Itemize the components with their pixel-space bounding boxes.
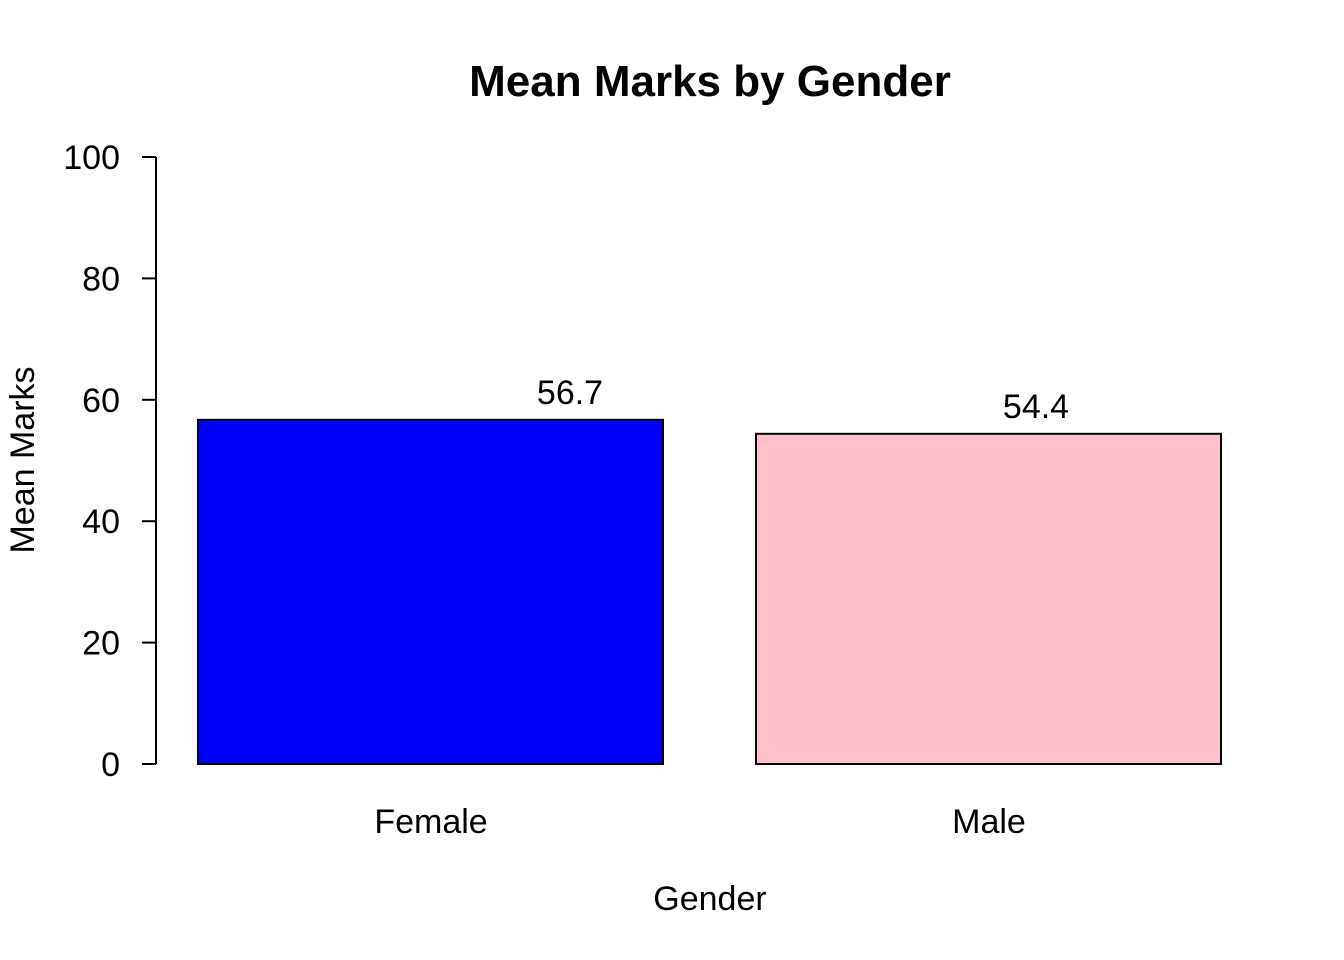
- y-axis-label: Mean Marks: [4, 366, 42, 553]
- y-tick-label: 60: [82, 382, 120, 420]
- data-label: 54.4: [1003, 388, 1069, 426]
- bars-group: 56.7 54.4: [197, 374, 1222, 765]
- x-tick-label: Female: [374, 803, 487, 841]
- y-tick-label: 80: [82, 260, 120, 298]
- y-axis: 0 20 40 60 80 100: [63, 139, 157, 784]
- x-tick-label: Male: [952, 803, 1026, 841]
- data-label: 56.7: [537, 374, 603, 412]
- bar-female: [197, 418, 664, 765]
- y-tick-label: 20: [82, 625, 120, 663]
- x-tick-labels: Female Male: [374, 803, 1026, 841]
- y-tick-label: 100: [63, 139, 120, 177]
- bar-male: [755, 432, 1222, 765]
- chart-title: Mean Marks by Gender: [469, 57, 951, 106]
- x-axis-label: Gender: [653, 880, 766, 918]
- y-tick-label: 0: [101, 746, 120, 784]
- y-tick-label: 40: [82, 503, 120, 541]
